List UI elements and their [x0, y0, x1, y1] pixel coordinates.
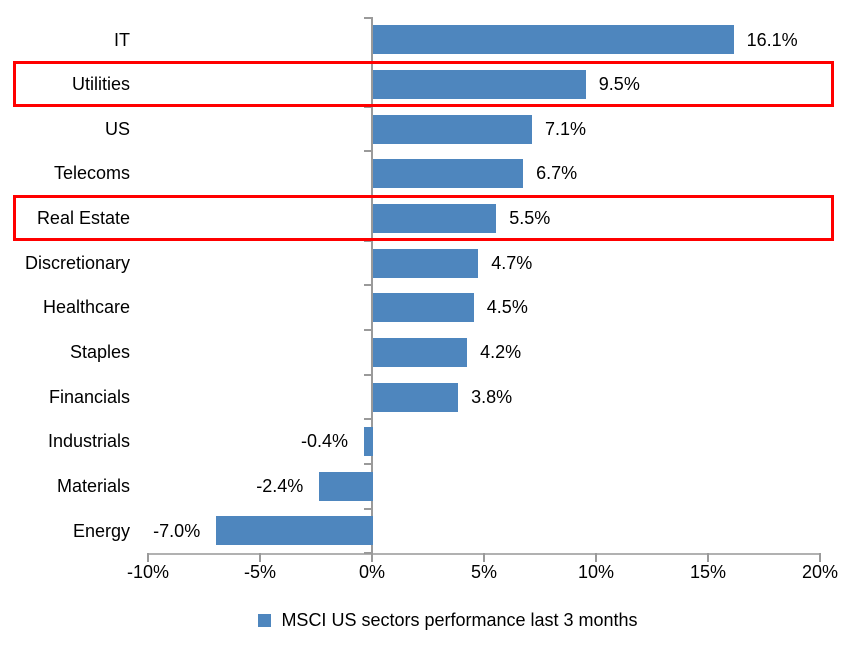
category-label: Real Estate	[36, 208, 130, 229]
value-label: 4.7%	[491, 252, 533, 273]
x-tick-label: 15%	[689, 562, 727, 582]
value-label: 3.8%	[471, 386, 513, 407]
value-label: 16.1%	[746, 29, 798, 50]
x-axis-tick	[707, 553, 709, 562]
value-label: 4.5%	[486, 297, 528, 318]
category-label: Materials	[56, 476, 130, 496]
bar	[319, 471, 373, 501]
category-label: US	[104, 118, 130, 139]
value-label: -2.4%	[256, 476, 304, 496]
x-tick-label: -5%	[243, 562, 276, 582]
category-tick	[364, 463, 373, 465]
value-label: 9.5%	[598, 74, 640, 95]
y-axis-line	[371, 17, 373, 562]
category-label: Discretionary	[24, 252, 130, 273]
x-tick-label: 5%	[470, 562, 497, 582]
category-label: Financials	[48, 386, 130, 407]
value-label: 4.2%	[480, 342, 522, 363]
category-tick	[364, 16, 373, 19]
bar	[373, 382, 459, 412]
bar	[373, 203, 497, 233]
x-axis-tick	[595, 553, 597, 562]
bar	[373, 25, 734, 55]
bar	[373, 69, 586, 99]
category-label: Healthcare	[42, 297, 130, 318]
category-tick	[364, 284, 373, 287]
bar	[364, 427, 373, 457]
category-tick	[364, 150, 373, 153]
highlight-box	[13, 194, 834, 242]
x-axis-tick	[259, 553, 261, 562]
highlight-box	[13, 60, 834, 108]
category-tick	[364, 418, 373, 421]
category-label: Telecoms	[53, 163, 130, 184]
value-label: -0.4%	[301, 431, 349, 452]
x-tick-label: -10%	[126, 562, 170, 582]
x-tick-label: 20%	[801, 562, 839, 582]
x-tick-label: 0%	[358, 562, 385, 582]
bar	[373, 248, 479, 278]
legend: MSCI US sectors performance last 3 month…	[0, 610, 852, 631]
legend-swatch-icon	[258, 614, 272, 627]
bar	[216, 516, 373, 546]
category-label: Energy	[72, 520, 130, 541]
bar	[373, 293, 474, 323]
category-tick	[364, 507, 373, 510]
legend-label: MSCI US sectors performance last 3 month…	[281, 610, 638, 630]
category-tick	[364, 329, 373, 332]
value-label: -7.0%	[153, 520, 201, 541]
value-label: 6.7%	[536, 163, 578, 184]
x-axis-tick	[483, 553, 485, 562]
category-label: Utilities	[71, 74, 130, 95]
category-label: Staples	[69, 342, 130, 363]
value-label: 5.5%	[509, 208, 551, 229]
category-tick	[364, 373, 373, 376]
value-label: 7.1%	[545, 118, 587, 139]
bar	[373, 159, 524, 189]
bar	[373, 114, 533, 144]
category-tick	[364, 552, 373, 555]
category-label: Industrials	[47, 431, 130, 452]
bar	[373, 337, 468, 367]
x-axis-tick	[819, 553, 821, 562]
category-label: IT	[114, 29, 130, 50]
x-axis-tick	[371, 553, 373, 562]
x-axis-tick	[147, 553, 149, 562]
x-tick-label: 10%	[577, 562, 615, 582]
